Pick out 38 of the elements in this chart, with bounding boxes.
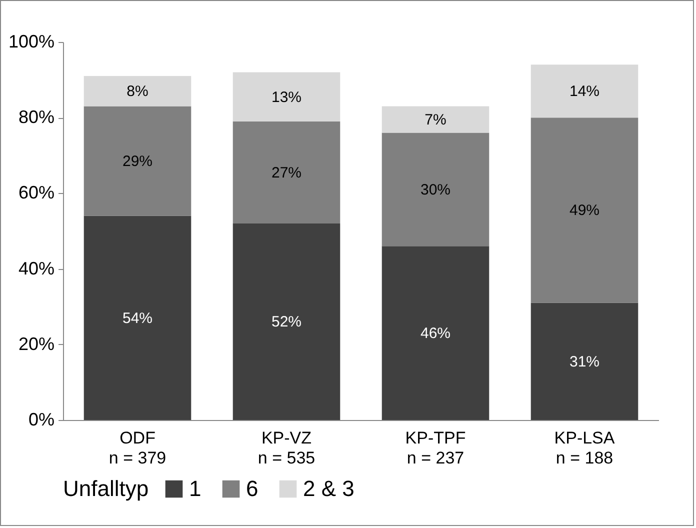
bar <box>382 132 490 246</box>
bar <box>382 246 490 420</box>
data-label: 30% <box>420 181 451 198</box>
bar <box>84 106 192 216</box>
bar <box>530 302 638 420</box>
data-label: 54% <box>122 310 153 327</box>
legend-label: 1 <box>189 476 202 501</box>
data-label: 13% <box>271 88 302 106</box>
x-tick-label: KP-LSA n = 188 <box>554 428 616 468</box>
bar <box>530 64 638 118</box>
legend-label: 2 & 3 <box>303 476 354 501</box>
legend-title: Unfalltyp <box>63 476 149 501</box>
bar <box>232 72 340 122</box>
legend-label: 6 <box>246 476 258 501</box>
y-tick-label: 60% <box>18 182 54 203</box>
y-tick-label: 0% <box>28 410 54 430</box>
x-tick-label: KP-TPF n = 237 <box>405 428 466 468</box>
bar <box>382 106 490 133</box>
y-tick-label: 80% <box>18 107 54 128</box>
x-tick-label: ODF n = 379 <box>108 428 166 468</box>
data-label: 7% <box>424 111 446 128</box>
bar <box>84 216 192 420</box>
bar <box>232 223 340 420</box>
data-label: 49% <box>569 202 600 220</box>
data-label: 27% <box>271 164 302 182</box>
bar <box>232 121 340 224</box>
bar <box>84 76 192 106</box>
data-label: 31% <box>569 353 600 370</box>
y-tick-label: 100% <box>8 32 54 52</box>
data-label: 14% <box>569 83 600 100</box>
data-label: 46% <box>420 325 451 342</box>
data-label: 52% <box>271 314 302 331</box>
y-tick-label: 40% <box>18 258 54 278</box>
data-label: 8% <box>126 83 148 100</box>
bar <box>530 118 638 303</box>
data-label: 29% <box>122 153 153 170</box>
x-tick-label: KP-VZ n = 535 <box>258 428 316 468</box>
y-tick-label: 20% <box>18 334 54 354</box>
